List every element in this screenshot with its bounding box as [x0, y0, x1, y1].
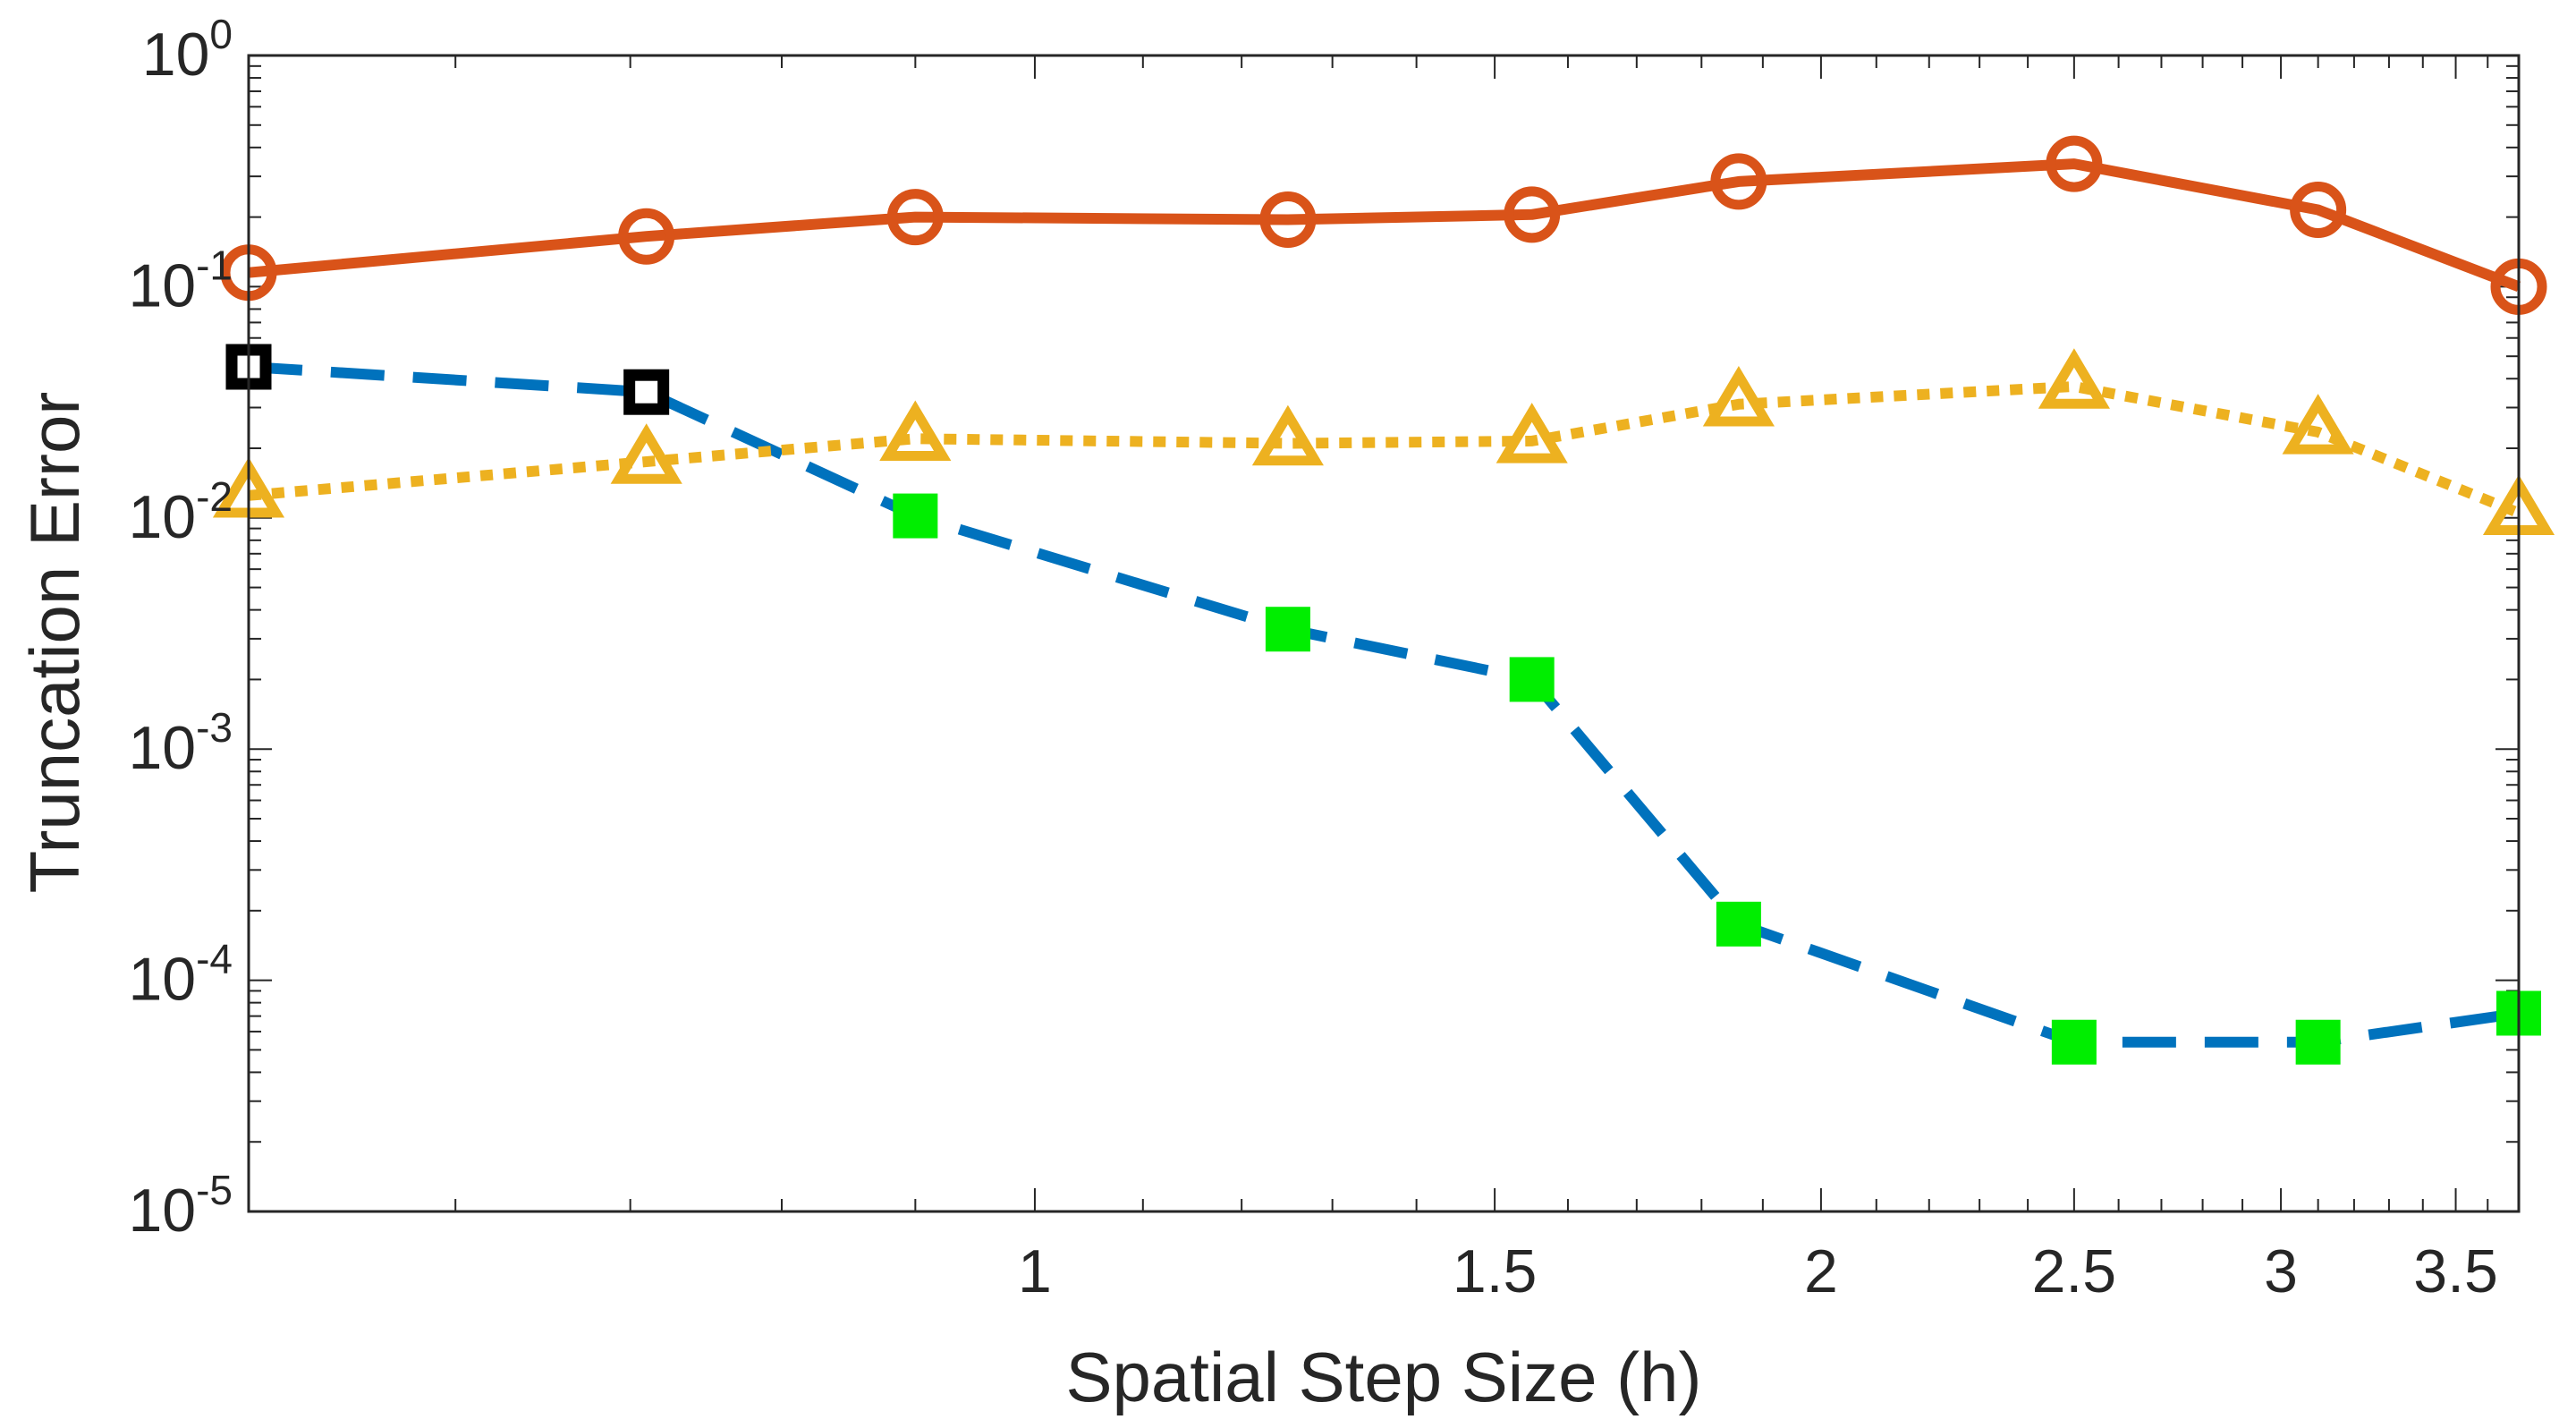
circle-marker: [2290, 181, 2347, 238]
triangle-marker: [2282, 394, 2354, 455]
triangle-series-line: [248, 381, 2521, 518]
x-axis-label: Spatial Step Size (h): [1065, 1338, 1701, 1416]
y-tick-base: 10: [128, 946, 196, 1014]
y-tick-base: 10: [128, 1177, 196, 1245]
circle-series: [220, 135, 2547, 315]
circle-marker: [1504, 186, 1561, 243]
y-axis-label: Truncation Error: [15, 392, 94, 894]
circle-marker: [2046, 135, 2103, 192]
series-layer: [212, 135, 2555, 1065]
y-tick-exponent: 0: [209, 11, 233, 57]
circle-marker: [1710, 153, 1767, 210]
square-marker: [2051, 1019, 2097, 1065]
y-tick-label: 100: [142, 11, 233, 89]
circle-marker: [886, 189, 944, 246]
y-tick-base: 10: [142, 21, 210, 89]
y-tick-label: 10-3: [128, 704, 233, 782]
major-ticks: [249, 55, 2519, 1212]
y-tick-exponent: -1: [196, 242, 233, 288]
triangle-marker: [2038, 348, 2110, 409]
triangle-marker: [610, 423, 682, 484]
circle-series-line: [248, 158, 2521, 293]
x-tick-labels: 1 1.5 2 2.5 3 3.5: [1018, 1237, 2498, 1305]
y-tick-label: 10-4: [128, 936, 233, 1014]
circle-marker: [618, 208, 675, 265]
y-tick-label: 10-5: [128, 1167, 233, 1245]
square-marker: [1265, 607, 1310, 652]
y-tick-base: 10: [128, 483, 196, 551]
circle-marker: [1259, 191, 1317, 248]
square-marker: [1509, 657, 1555, 702]
y-tick-exponent: -5: [196, 1167, 233, 1213]
square-marker: [623, 369, 670, 415]
triangle-marker: [1702, 366, 1775, 427]
triangle-marker: [1251, 404, 1324, 466]
y-tick-exponent: -3: [196, 704, 233, 751]
square-marker: [893, 493, 938, 539]
square-series: [225, 344, 2541, 1065]
plot-frame: [247, 54, 2521, 1213]
x-tick-label: 2.5: [2032, 1237, 2117, 1305]
y-tick-exponent: -2: [196, 473, 233, 520]
y-tick-exponent: -4: [196, 936, 233, 982]
minor-ticks: [249, 55, 2520, 1211]
x-tick-label: 2: [1804, 1237, 1838, 1305]
y-tick-label: 10-2: [128, 473, 233, 551]
x-tick-label: 3: [2264, 1237, 2298, 1305]
y-tick-label: 10-1: [128, 242, 233, 319]
triangle-marker: [1496, 403, 1568, 463]
square-marker: [2295, 1019, 2341, 1065]
x-tick-label: 3.5: [2413, 1237, 2498, 1305]
y-tick-base: 10: [128, 251, 196, 319]
square-marker: [1716, 901, 1761, 947]
triangle-marker: [879, 400, 952, 461]
x-tick-label: 1: [1018, 1237, 1052, 1305]
x-tick-label: 1.5: [1453, 1237, 1538, 1305]
y-tick-base: 10: [128, 714, 196, 782]
